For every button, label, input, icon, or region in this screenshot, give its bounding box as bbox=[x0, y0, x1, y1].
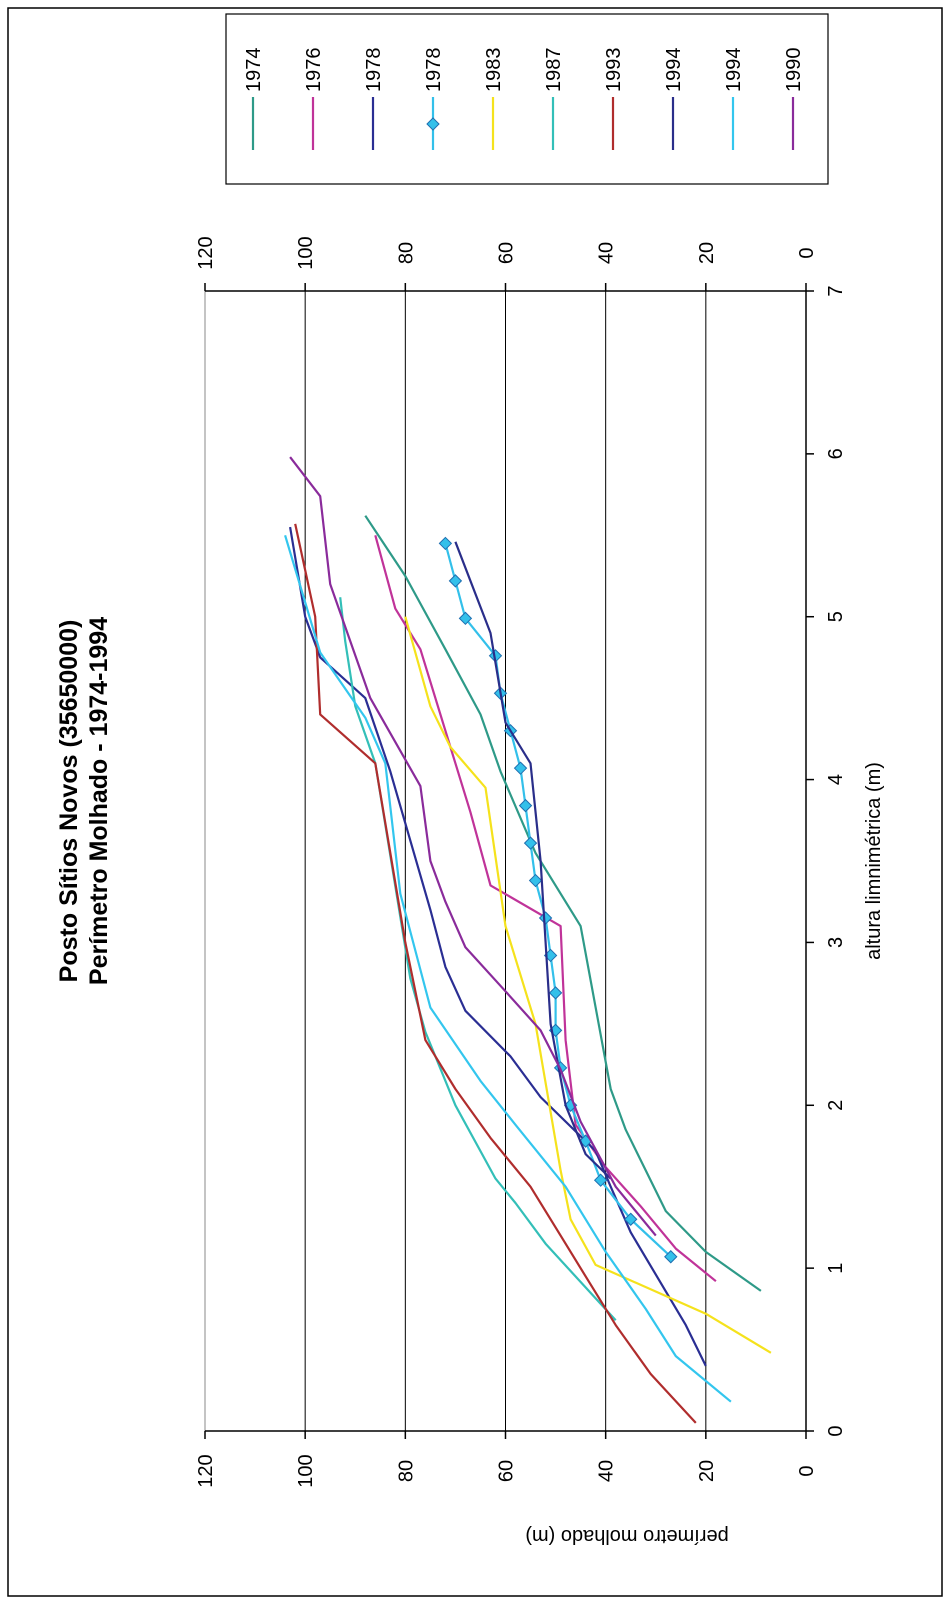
legend-label: 1978 bbox=[363, 48, 385, 93]
legend-label: 1994 bbox=[723, 48, 745, 93]
y-tick-label-right: 60 bbox=[496, 242, 518, 264]
data-point-marker bbox=[458, 611, 473, 626]
y-tick-label-left: 100 bbox=[295, 1454, 317, 1487]
legend-label: 1994 bbox=[663, 48, 685, 93]
legend-label: 1978 bbox=[423, 48, 445, 93]
y-tick-label-right: 20 bbox=[696, 242, 718, 264]
series-line-1987-5 bbox=[339, 597, 617, 1322]
legend-label: 1993 bbox=[603, 48, 625, 93]
series-line-1976-1 bbox=[374, 535, 717, 1283]
data-point-marker bbox=[593, 1173, 608, 1187]
legend-label: 1990 bbox=[783, 48, 805, 93]
plot-area: 0 1 2 3 4 5 6 7 0 0 20 20 40 40 60 60 80 80 100 100 120 120 bbox=[195, 236, 847, 1487]
series-line-1993-6 bbox=[294, 523, 697, 1424]
x-tick-label: 7 bbox=[825, 285, 847, 296]
x-tick-label: 1 bbox=[825, 1263, 847, 1274]
gridlines bbox=[304, 291, 707, 1431]
series-layer bbox=[284, 456, 772, 1424]
data-point-marker bbox=[664, 1250, 678, 1264]
y-tick-label-left: 20 bbox=[696, 1460, 718, 1482]
series-line-1974-0 bbox=[364, 515, 762, 1292]
data-point-marker bbox=[438, 536, 453, 551]
x-tick-label: 4 bbox=[825, 774, 847, 785]
y-tick-label-right: 40 bbox=[596, 242, 618, 264]
y-tick-label-left: 60 bbox=[496, 1460, 518, 1482]
data-point-marker bbox=[624, 1212, 638, 1226]
y-tick-label-right: 120 bbox=[195, 236, 217, 269]
axes: 0 1 2 3 4 5 6 7 0 0 20 20 40 40 60 60 80 80 100 100 120 120 bbox=[195, 236, 847, 1487]
legend-label: 1983 bbox=[483, 48, 505, 93]
x-tick-label: 3 bbox=[825, 937, 847, 948]
legend-box bbox=[225, 13, 829, 185]
y-tick-label-left: 80 bbox=[395, 1460, 417, 1482]
x-tick-label: 5 bbox=[825, 611, 847, 622]
legend-label: 1974 bbox=[243, 48, 265, 93]
x-tick-label: 6 bbox=[825, 448, 847, 459]
y-tick-label-right: 80 bbox=[395, 242, 417, 264]
series-line-1994-8 bbox=[284, 534, 732, 1403]
y-tick-label-right: 0 bbox=[796, 247, 818, 258]
series-line-1978-2 bbox=[289, 526, 707, 1367]
x-tick-label: 0 bbox=[825, 1425, 847, 1436]
data-point-marker bbox=[523, 836, 538, 850]
y-tick-label-left: 40 bbox=[596, 1460, 618, 1482]
x-tick-label: 2 bbox=[825, 1100, 847, 1111]
y-tick-label-left: 120 bbox=[195, 1454, 217, 1487]
x-axis-title: altura limnimétrica (m) bbox=[863, 762, 885, 960]
data-point-marker bbox=[513, 761, 528, 775]
chart-title: Posto Sítios Novos (35650000) bbox=[55, 620, 83, 983]
y-tick-label-left: 0 bbox=[796, 1465, 818, 1476]
chart-subtitle: Perímetro Molhado - 1974-1994 bbox=[85, 617, 113, 985]
y-axis-title: perímetro molhado (m) bbox=[525, 1525, 728, 1547]
data-point-marker bbox=[528, 873, 543, 888]
legend-label: 1976 bbox=[303, 48, 325, 93]
legend-marker bbox=[426, 117, 440, 131]
series-line-1990-9 bbox=[289, 456, 657, 1237]
legend-label: 1987 bbox=[543, 48, 565, 93]
series-line-1994-7 bbox=[454, 541, 612, 1180]
data-point-marker bbox=[548, 986, 563, 1000]
legend: 1974 1976 1978 1978 1983 1987 1993 1994 1994 1990 bbox=[225, 13, 829, 185]
y-tick-label-right: 100 bbox=[295, 236, 317, 269]
data-point-marker bbox=[448, 574, 463, 588]
data-point-marker bbox=[518, 798, 533, 813]
